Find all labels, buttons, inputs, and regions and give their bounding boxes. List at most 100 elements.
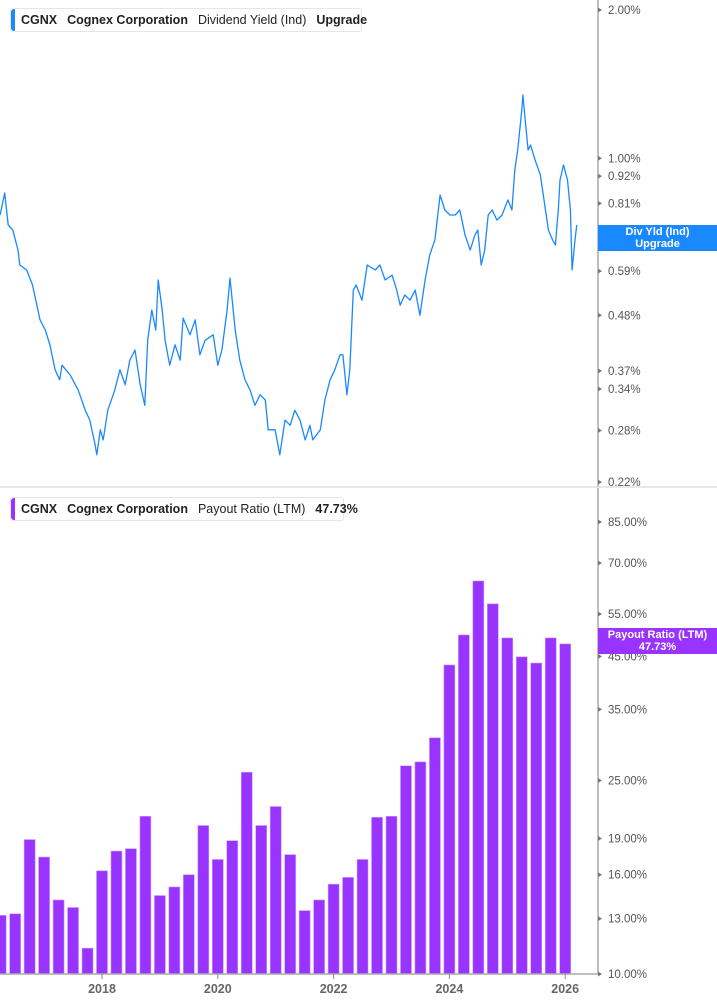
series-color-swatch (11, 498, 15, 520)
y-tick-label: 35.00% (608, 704, 647, 716)
payout-ratio-bar (342, 877, 354, 975)
y-tick-label: 1.00% (608, 153, 641, 165)
legend-ticker: CGNX (21, 502, 58, 516)
y-tick-label: 0.37% (608, 366, 641, 378)
legend-metric: Dividend Yield (Ind) (197, 13, 307, 27)
y-tick-label: 85.00% (608, 517, 647, 529)
y-tick-mark (598, 872, 602, 878)
payout-ratio-bar (240, 771, 253, 975)
y-tick-label: 0.28% (608, 426, 641, 438)
y-tick-mark (598, 916, 602, 922)
legend-upgrade-link[interactable]: Upgrade (316, 13, 368, 27)
payout-ratio-bar (472, 580, 485, 975)
y-tick-label: 0.22% (608, 477, 641, 489)
y-tick-label: 70.00% (608, 558, 647, 570)
y-tick-label: 0.59% (608, 266, 641, 278)
payout-ratio-bar (298, 910, 311, 975)
payout-ratio-bar (81, 947, 94, 975)
y-tick-mark (598, 519, 602, 525)
legend-company: Cognex Corporation (67, 502, 188, 516)
payout-ratio-current-badge: Payout Ratio (LTM) 47.73% (598, 628, 717, 654)
dividend-yield-legend: CGNX Cognex Corporation Dividend Yield (… (10, 8, 367, 32)
y-tick-mark (598, 268, 602, 274)
payout-ratio-bar (284, 854, 296, 975)
y-tick-mark (598, 200, 602, 206)
payout-ratio-bar (110, 850, 123, 975)
y-tick-label: 10.00% (608, 969, 647, 981)
x-tick-label: 2026 (551, 982, 579, 996)
y-tick-mark (598, 971, 602, 977)
dividend-yield-current-badge[interactable]: Div Yld (Ind) Upgrade (598, 225, 717, 251)
payout-ratio-bar (400, 765, 412, 975)
y-tick-label: 0.92% (608, 171, 641, 183)
badge-label: Div Yld (Ind) (625, 226, 690, 238)
payout-ratio-bar (414, 761, 427, 975)
payout-ratio-bar (197, 825, 210, 975)
payout-ratio-bar (269, 806, 282, 975)
badge-value: Upgrade (635, 238, 680, 250)
payout-ratio-bar (212, 859, 224, 975)
payout-ratio-bar (501, 637, 514, 975)
payout-ratio-bar (9, 913, 21, 975)
legend-ticker: CGNX (21, 13, 58, 27)
y-tick-mark (598, 386, 602, 392)
y-tick-label: 0.34% (608, 384, 641, 396)
y-tick-mark (598, 653, 602, 659)
legend-value: 47.73% (315, 502, 358, 516)
payout-ratio-bar (530, 662, 543, 975)
payout-ratio-bar (255, 825, 268, 975)
payout-ratio-bar (23, 839, 36, 975)
payout-ratio-bar (96, 870, 108, 975)
y-tick-label: 13.00% (608, 914, 647, 926)
y-tick-label: 45.00% (608, 651, 647, 663)
series-color-swatch (11, 9, 15, 31)
y-tick-mark (598, 7, 602, 13)
legend-company: Cognex Corporation (67, 13, 188, 27)
payout-ratio-bar (458, 634, 470, 975)
y-tick-mark (598, 479, 602, 485)
y-tick-mark (598, 611, 602, 617)
y-tick-mark (598, 368, 602, 374)
legend-metric: Payout Ratio (LTM) (197, 502, 306, 516)
payout-ratio-bar (559, 643, 572, 975)
payout-ratio-bar (38, 856, 50, 975)
payout-ratio-bar (52, 899, 65, 975)
payout-ratio-panel: 85.00% 70.00% 55.00% 45.00% 35.00% 25.00% 19.0… (0, 488, 647, 996)
y-tick-label: 19.00% (608, 833, 647, 845)
payout-ratio-bar (154, 895, 166, 975)
payout-ratio-bar (327, 883, 340, 975)
payout-ratio-bar (125, 848, 137, 975)
payout-ratio-bar (356, 859, 369, 975)
payout-ratio-bar (385, 815, 398, 975)
payout-ratio-bar (515, 656, 528, 975)
dividend-yield-line (0, 94, 578, 456)
x-tick-label: 2024 (435, 982, 463, 996)
y-tick-mark (598, 706, 602, 712)
payout-ratio-bar (429, 737, 441, 975)
payout-ratio-bar (139, 815, 152, 975)
payout-ratio-legend: CGNX Cognex Corporation Payout Ratio (LT… (10, 497, 358, 521)
payout-ratio-bar (487, 603, 499, 975)
y-tick-mark (598, 155, 602, 161)
payout-ratio-bar (0, 915, 7, 975)
y-tick-label: 55.00% (608, 609, 647, 621)
y-tick-mark (598, 173, 602, 179)
payout-ratio-bar (371, 817, 383, 975)
y-tick-label: 2.00% (608, 5, 641, 17)
payout-ratio-bar (544, 637, 557, 975)
payout-ratio-bar (168, 886, 181, 975)
payout-ratio-bar (443, 664, 456, 975)
payout-ratio-bar (67, 907, 79, 975)
payout-ratio-bar (313, 899, 325, 975)
x-tick-label: 2020 (204, 982, 232, 996)
payout-ratio-bar (226, 840, 239, 975)
y-tick-mark (598, 835, 602, 841)
y-tick-label: 25.00% (608, 775, 647, 787)
badge-label: Payout Ratio (LTM) (607, 629, 708, 641)
payout-ratio-bar (183, 874, 195, 975)
y-tick-mark (598, 560, 602, 566)
y-tick-mark (598, 312, 602, 318)
badge-value: 47.73% (638, 641, 677, 653)
y-tick-label: 16.00% (608, 870, 647, 882)
